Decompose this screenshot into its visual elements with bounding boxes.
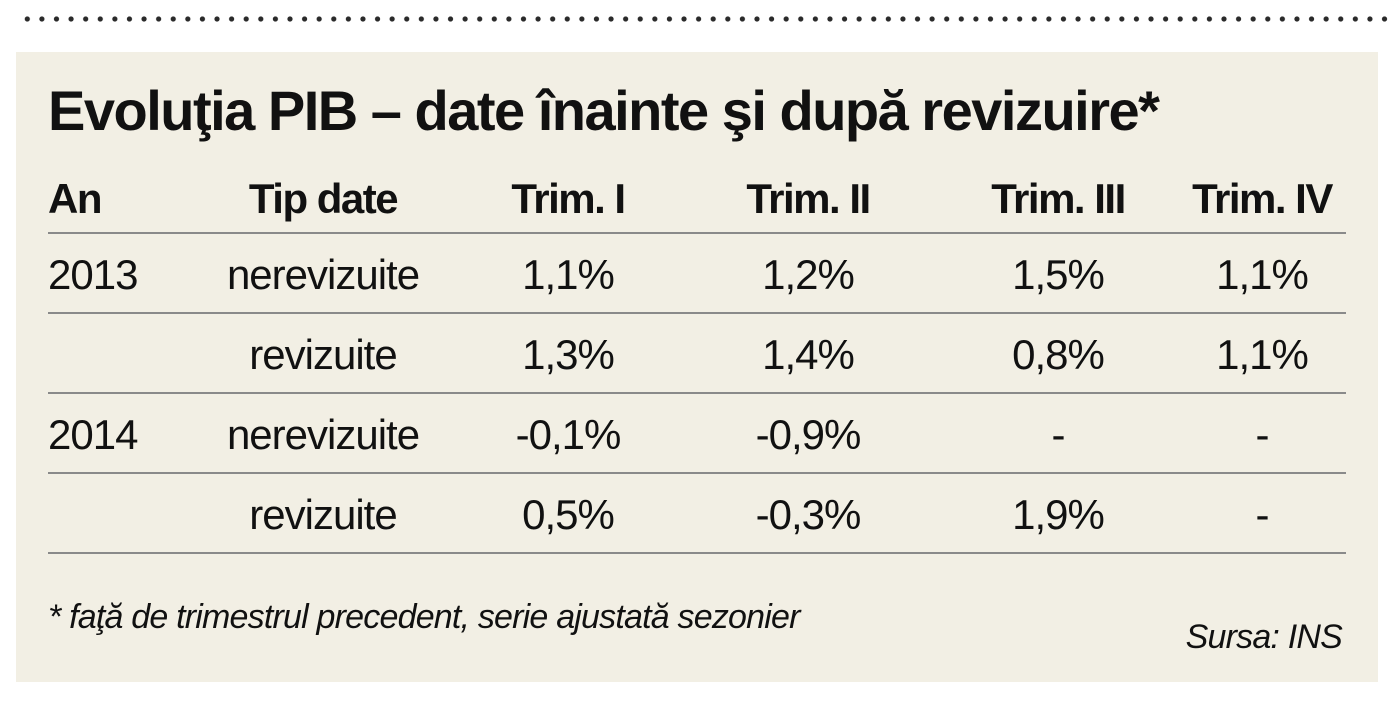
cell-year <box>48 314 188 392</box>
cell-q3: 1,9% <box>1012 491 1105 538</box>
header-q2: Trim. II <box>746 175 871 222</box>
table-row: 2013 nerevizuite 1,1% 1,2% 1,5% 1,1% <box>48 234 1346 314</box>
gdp-table: An Tip date Trim. I Trim. II Trim. III T… <box>48 166 1346 554</box>
dotted-separator <box>20 16 1390 22</box>
header-q1: Trim. I <box>511 175 626 222</box>
cell-q1: 1,1% <box>522 251 615 298</box>
cell-q4: 1,1% <box>1216 251 1309 298</box>
cell-type: nerevizuite <box>226 411 420 458</box>
cell-type: revizuite <box>249 331 397 378</box>
cell-q3: - <box>1051 411 1066 458</box>
cell-q4: - <box>1255 491 1270 538</box>
table-row: revizuite 0,5% -0,3% 1,9% - <box>48 474 1346 554</box>
table-row: 2014 nerevizuite -0,1% -0,9% - - <box>48 394 1346 474</box>
header-year: An <box>48 175 103 222</box>
cell-year: 2014 <box>48 411 138 458</box>
cell-q3: 1,5% <box>1012 251 1105 298</box>
header-type: Tip date <box>248 175 399 222</box>
table-title: Evoluţia PIB – date înainte şi după revi… <box>48 79 1160 142</box>
cell-q1: 0,5% <box>522 491 615 538</box>
cell-q4: 1,1% <box>1216 331 1309 378</box>
table-row: revizuite 1,3% 1,4% 0,8% 1,1% <box>48 314 1346 394</box>
cell-q2: -0,3% <box>755 491 862 538</box>
cell-q4: - <box>1255 411 1270 458</box>
cell-q2: 1,4% <box>762 331 855 378</box>
cell-type: revizuite <box>249 491 397 538</box>
cell-type: nerevizuite <box>226 251 420 298</box>
cell-year: 2013 <box>48 251 138 298</box>
cell-q1: -0,1% <box>515 411 622 458</box>
footnote: * faţă de trimestrul precedent, serie aj… <box>48 598 800 636</box>
info-panel: Evoluţia PIB – date înainte şi după revi… <box>16 52 1378 682</box>
cell-q2: -0,9% <box>755 411 862 458</box>
header-q4: Trim. IV <box>1192 175 1333 222</box>
cell-q3: 0,8% <box>1012 331 1105 378</box>
source-credit: Sursa: INS <box>1185 618 1343 656</box>
cell-q2: 1,2% <box>762 251 855 298</box>
table-header-row: An Tip date Trim. I Trim. II Trim. III T… <box>48 166 1346 234</box>
cell-q1: 1,3% <box>522 331 615 378</box>
cell-year <box>48 474 188 552</box>
header-q3: Trim. III <box>991 175 1126 222</box>
